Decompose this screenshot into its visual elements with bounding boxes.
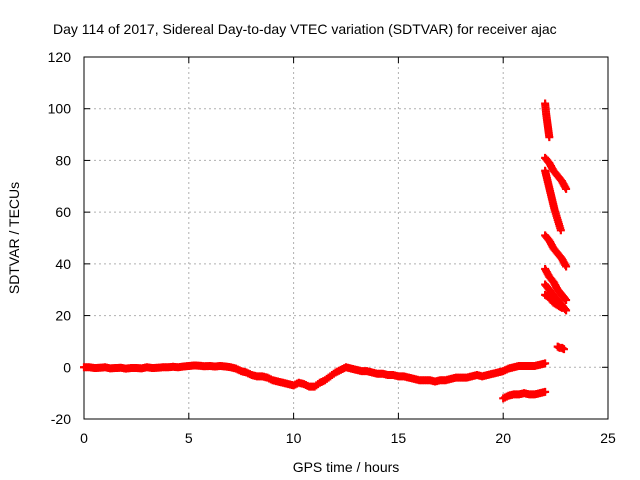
- chart-title: Day 114 of 2017, Sidereal Day-to-day VTE…: [53, 21, 557, 37]
- y-tick-label: 120: [48, 49, 72, 65]
- series-segment-h: [553, 342, 568, 354]
- x-tick-label: 20: [495, 430, 511, 446]
- x-tick-label: 0: [80, 430, 88, 446]
- x-ticks: 0 5 10 15 20 25: [80, 57, 616, 446]
- y-tick-label: 40: [55, 256, 71, 272]
- series-segment-d: [541, 231, 571, 271]
- data-point: [559, 345, 568, 354]
- x-tick-label: 10: [286, 430, 302, 446]
- series-segment-c: [541, 166, 565, 235]
- data-point: [562, 296, 571, 305]
- series-segment-b: [541, 153, 571, 193]
- x-tick-label: 25: [600, 430, 616, 446]
- series-segment-g: [541, 290, 566, 312]
- y-tick-label: 100: [48, 101, 72, 117]
- y-tick-label: 20: [55, 308, 71, 324]
- data-marks: [80, 99, 571, 403]
- data-point: [541, 387, 550, 396]
- plot-frame: [83, 56, 609, 420]
- series-low-segment: [499, 387, 550, 403]
- data-point: [562, 262, 571, 271]
- y-tick-label: -20: [51, 411, 71, 427]
- y-tick-label: 60: [55, 204, 71, 220]
- series-segment-e: [541, 265, 571, 305]
- data-point: [545, 133, 554, 142]
- data-point: [541, 359, 550, 368]
- series-segment-a: [541, 99, 554, 142]
- data-point: [556, 226, 565, 235]
- x-tick-label: 5: [185, 430, 193, 446]
- data-point: [562, 184, 571, 193]
- y-tick-label: 0: [63, 359, 71, 375]
- y-tick-label: 80: [55, 152, 71, 168]
- data-point: [562, 306, 571, 315]
- x-tick-label: 15: [391, 430, 407, 446]
- data-point: [557, 303, 566, 312]
- y-axis-label: SDTVAR / TECUs: [6, 182, 22, 294]
- series-main-trace: [80, 359, 550, 391]
- y-ticks: -20 0 20 40 60 80 100 120: [48, 49, 608, 427]
- x-axis-label: GPS time / hours: [293, 459, 400, 475]
